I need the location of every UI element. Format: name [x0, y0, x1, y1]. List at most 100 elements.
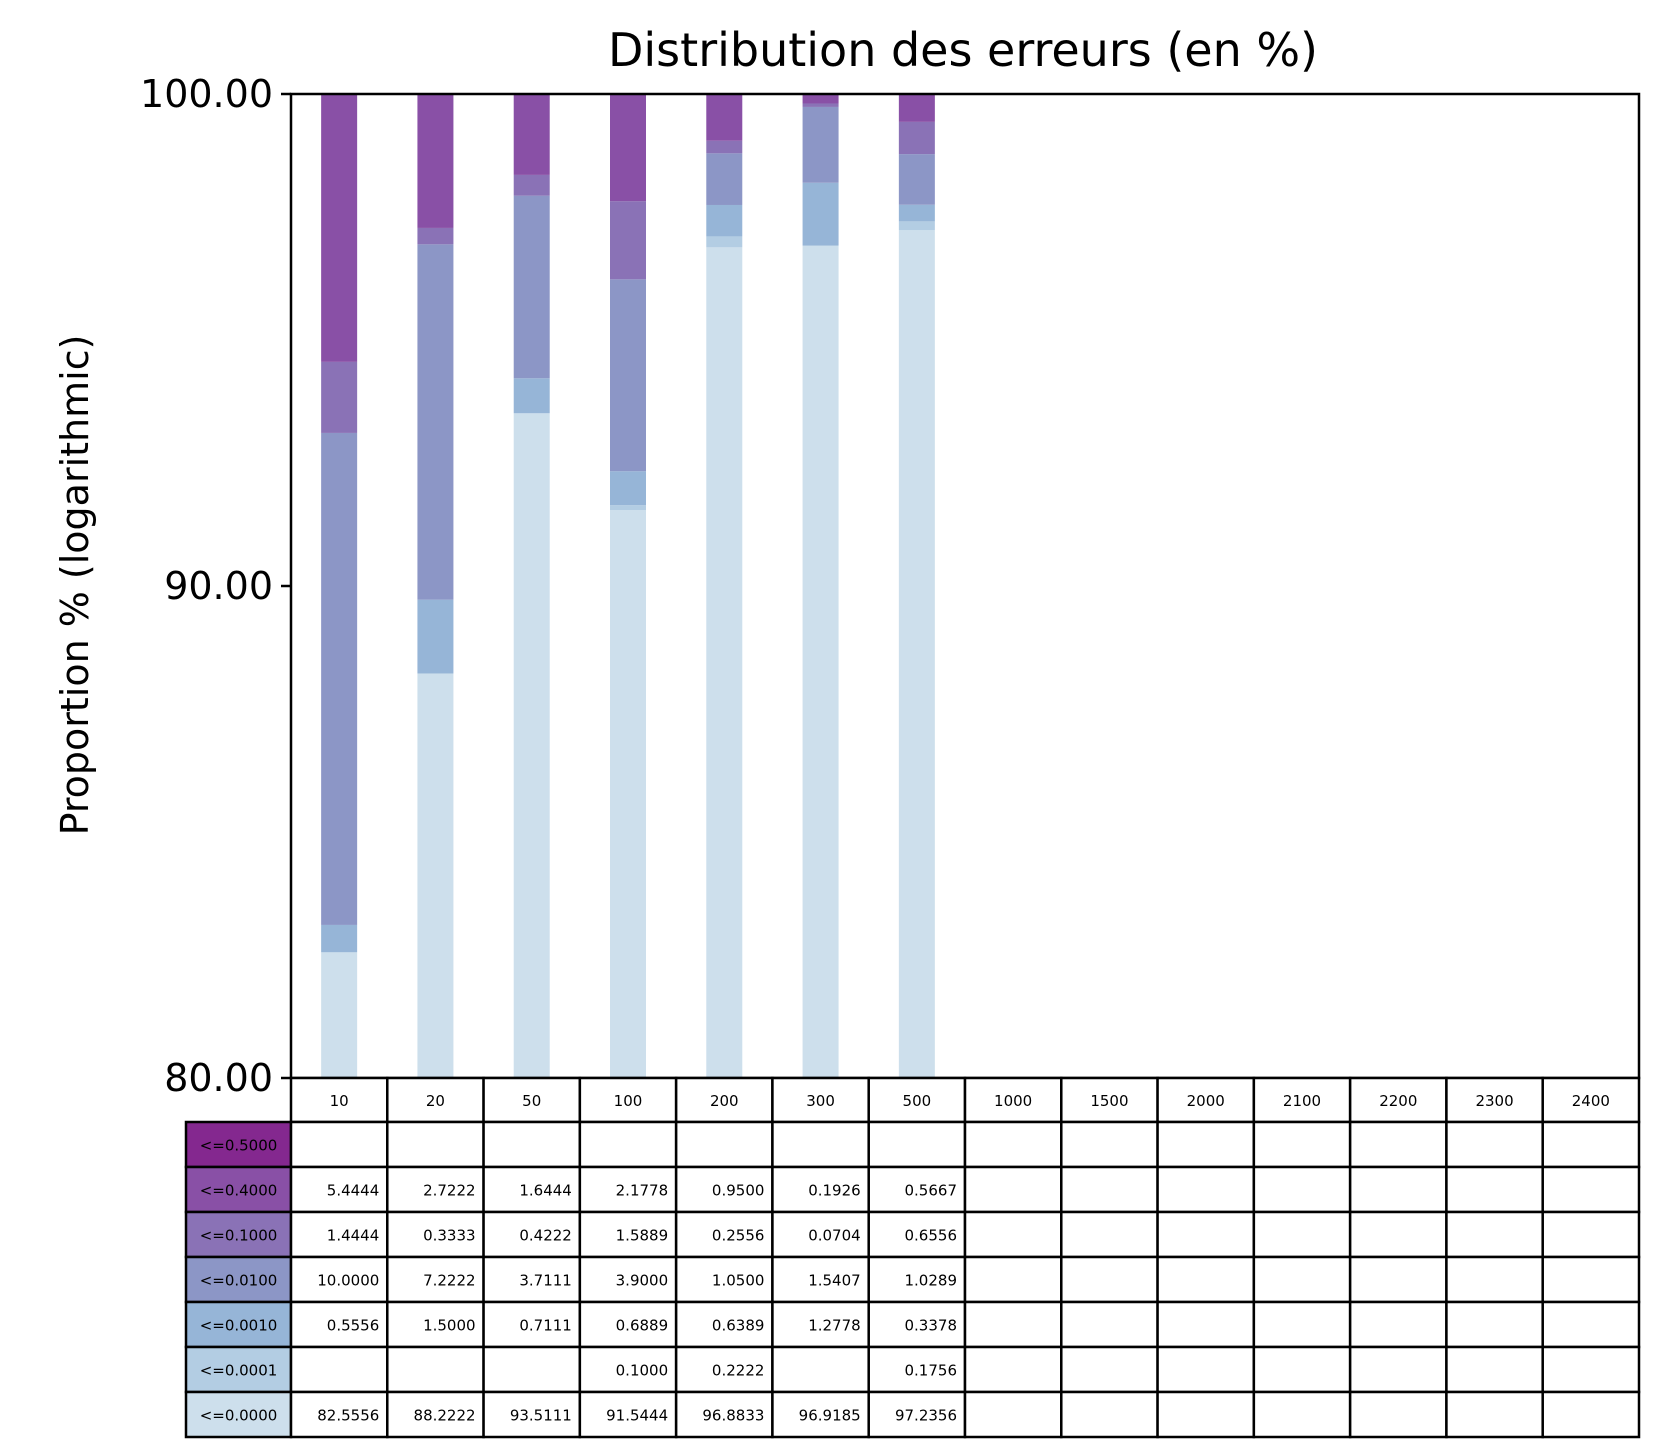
table-cell [963, 1345, 1063, 1394]
table-cell [482, 1120, 582, 1169]
table-cell [867, 1165, 967, 1214]
table-cell [1541, 1345, 1641, 1394]
table-row-label-cell [184, 1165, 293, 1214]
table-cell [1156, 1210, 1256, 1259]
bar-segment-200-s5 [706, 94, 743, 141]
bar-segment-20-s4 [417, 227, 454, 245]
table-header-cell [1541, 1076, 1641, 1124]
table-row-label: <=0.5000 [200, 1137, 278, 1155]
table-cell [386, 1210, 485, 1259]
bar-segment-200-s3 [706, 153, 743, 205]
table-cell [289, 1390, 389, 1439]
table-cell [1541, 1165, 1641, 1214]
table-cell-value: 0.7111 [519, 1317, 572, 1335]
table-header-label: 1500 [1090, 1092, 1128, 1110]
table-header-label: 2300 [1475, 1092, 1513, 1110]
bar-segment-50-s5 [513, 94, 550, 175]
table-cell [1348, 1120, 1448, 1169]
table-header-label: 50 [522, 1092, 541, 1110]
table-cell-value: 5.4444 [327, 1182, 380, 1200]
table-header-label: 500 [903, 1092, 932, 1110]
table-cell-value: 93.5111 [510, 1407, 572, 1425]
table-cell [578, 1120, 678, 1169]
y-tick-label: 100.00 [140, 72, 273, 116]
table-cell [578, 1300, 678, 1349]
table-cell [289, 1210, 389, 1259]
table-row-label-cell [184, 1120, 293, 1169]
bar-segment-10-s0 [321, 952, 358, 1078]
table-row-label: <=0.4000 [200, 1182, 278, 1200]
bars-layer [321, 94, 935, 1079]
bar-segment-10-s4 [321, 361, 358, 433]
table-cell-value: 82.5556 [317, 1407, 379, 1425]
table-header-label: 100 [614, 1092, 643, 1110]
y-axis: 80.00 90.00 100.00 [140, 72, 291, 1100]
bar-segment-200-s1 [706, 236, 743, 248]
table-cell-value: 96.8833 [702, 1407, 764, 1425]
table-cell-value: 0.3333 [423, 1227, 476, 1245]
table-header-cell [1156, 1076, 1256, 1124]
data-table: 10 20 50 100 200 300 500 1000 1500 2000 2100 2200 23… [184, 1076, 1641, 1439]
table-cell-value: 88.2222 [414, 1407, 476, 1425]
table-header-cell [1348, 1076, 1448, 1124]
table-cell [867, 1120, 967, 1169]
table-cell [674, 1390, 774, 1439]
table-cell [1060, 1165, 1159, 1214]
table-row-label: <=0.1000 [200, 1227, 278, 1245]
table-cell-value: 0.5556 [327, 1317, 380, 1335]
table-header-label: 200 [710, 1092, 739, 1110]
table-cell [1156, 1120, 1256, 1169]
bar-segment-500-s5 [898, 94, 935, 122]
table-cell-value: 91.5444 [606, 1407, 668, 1425]
table-cell [674, 1345, 774, 1394]
bar-segment-500-s0 [898, 230, 935, 1078]
table-row-label-cell [184, 1210, 293, 1259]
table-header-label: 2200 [1379, 1092, 1417, 1110]
table-cell [1541, 1390, 1641, 1439]
table-cell-value: 0.6389 [712, 1317, 765, 1335]
table-cell [386, 1120, 485, 1169]
chart-title: Distribution des erreurs (en %) [608, 23, 1318, 77]
table-cell-value: 0.9500 [712, 1182, 765, 1200]
plot-frame [289, 92, 1641, 1080]
bar-segment-200-s0 [706, 247, 743, 1078]
table-cell-value: 0.2222 [712, 1362, 765, 1380]
table-cell [386, 1345, 485, 1394]
table-cell-value: 96.9185 [799, 1407, 861, 1425]
table-cell [289, 1345, 389, 1394]
table-cell [1541, 1210, 1641, 1259]
y-tick-label: 90.00 [164, 564, 273, 608]
table-header-label: 2400 [1572, 1092, 1610, 1110]
table-cell [578, 1345, 678, 1394]
table-cell [1156, 1165, 1256, 1214]
bar-segment-200-s4 [706, 140, 743, 154]
table-cell-value: 2.1778 [616, 1182, 669, 1200]
table-cell [963, 1300, 1063, 1349]
table-cell [674, 1120, 774, 1169]
bar-segment-100-s4 [610, 201, 646, 280]
table-cell [1541, 1120, 1641, 1169]
table-cell [1445, 1390, 1544, 1439]
table-cell [867, 1255, 967, 1304]
table-cell-value: 1.2778 [808, 1317, 861, 1335]
table-cell-value: 1.4444 [327, 1227, 380, 1245]
table-cell [289, 1300, 389, 1349]
table-cell-value: 1.5407 [808, 1272, 861, 1290]
table-cell [1060, 1345, 1159, 1394]
table-header-label: 2000 [1187, 1092, 1225, 1110]
table-cell [1541, 1300, 1641, 1349]
table-cell [963, 1210, 1063, 1259]
bar-segment-50-s3 [513, 195, 550, 379]
table-cell [1252, 1120, 1352, 1169]
table-cell-value: 97.2356 [895, 1407, 957, 1425]
table-cell-value: 0.1756 [905, 1362, 958, 1380]
table-row-label: <=0.0010 [200, 1317, 278, 1335]
table-header-label: 1000 [994, 1092, 1032, 1110]
table-cell [1060, 1255, 1159, 1304]
table-cell [1156, 1390, 1256, 1439]
table-cell [963, 1390, 1063, 1439]
table-cell [482, 1345, 582, 1394]
table-cell-value: 1.6444 [519, 1182, 572, 1200]
table-cell-value: 2.7222 [423, 1182, 476, 1200]
table-cell [1445, 1165, 1544, 1214]
